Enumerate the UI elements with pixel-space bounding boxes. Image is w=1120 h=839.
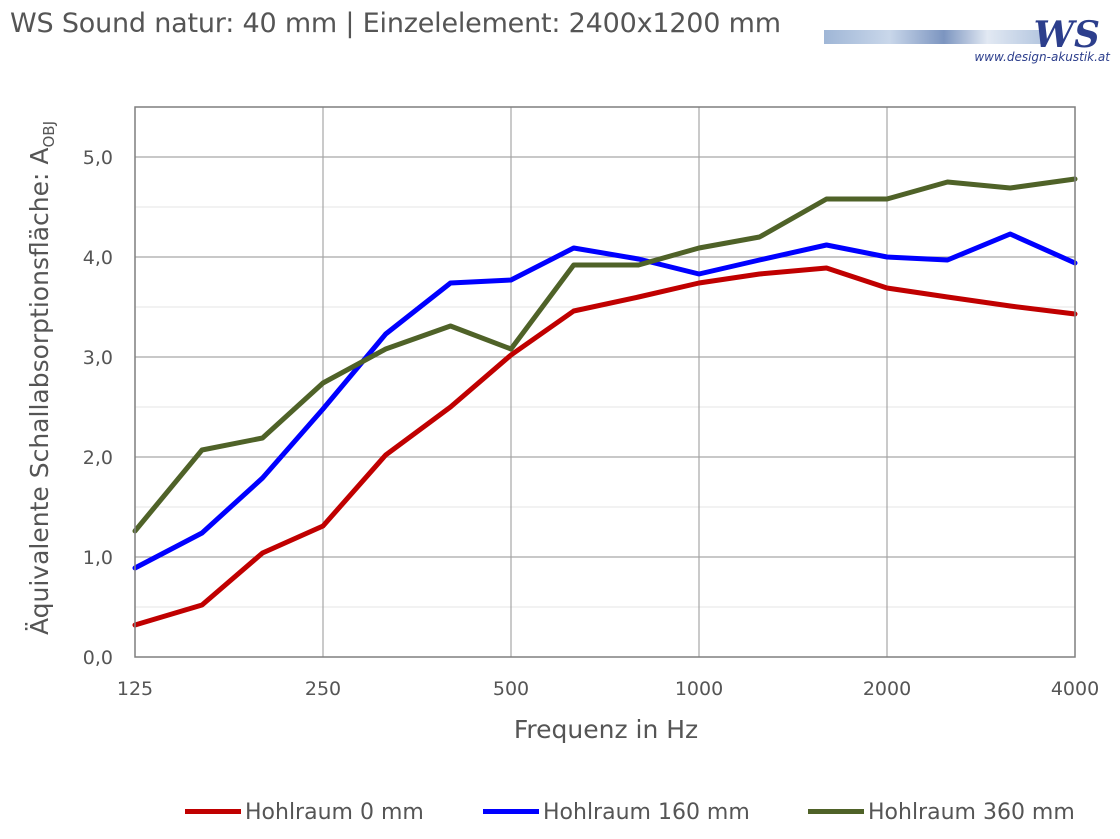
y-axis-label: Äquivalente Schallabsorptionsfläche: AOB… — [25, 121, 58, 635]
x-tick-label: 2000 — [863, 678, 911, 700]
grid — [135, 107, 1075, 657]
y-axis-label-main: Äquivalente Schallabsorptionsfläche: A — [25, 148, 54, 636]
y-tick-label: 2,0 — [83, 447, 113, 469]
logo-mark: WS — [1033, 14, 1100, 56]
logo-url: www.design-akustik.at — [974, 50, 1110, 64]
x-axis-label: Frequenz in Hz — [514, 715, 698, 744]
axes: 0,0 1,0 2,0 3,0 4,0 5,0 125 250 500 1000 2000 4000 — [83, 106, 1099, 700]
x-tick-label: 500 — [493, 678, 529, 700]
legend: Hohlraum 0 mm Hohlraum 160 mm Hohlraum 360… — [0, 800, 1120, 830]
y-tick-label: 5,0 — [83, 147, 113, 169]
x-tick-label: 250 — [305, 678, 341, 700]
legend-swatch — [808, 808, 864, 814]
legend-item: Hohlraum 0 mm — [185, 800, 424, 825]
y-tick-label: 0,0 — [83, 647, 113, 669]
x-tick-label: 125 — [117, 678, 153, 700]
plot-area-frame — [134, 106, 1076, 658]
series-layer — [132, 176, 1078, 628]
logo-banner-strip — [824, 30, 1042, 44]
legend-label: Hohlraum 0 mm — [245, 800, 424, 825]
series-line-2 — [132, 231, 1078, 571]
x-tick-label: 1000 — [675, 678, 723, 700]
brand-logo: WS www.design-akustik.at — [824, 14, 1114, 72]
chart-title: WS Sound natur: 40 mm | Einzelelement: 2… — [10, 8, 781, 39]
legend-label: Hohlraum 160 mm — [543, 800, 750, 825]
x-tick-label: 4000 — [1051, 678, 1099, 700]
y-tick-label: 4,0 — [83, 247, 113, 269]
y-axis-label-subscript: OBJ — [40, 121, 58, 148]
y-tick-label: 1,0 — [83, 547, 113, 569]
legend-label: Hohlraum 360 mm — [868, 800, 1075, 825]
series-line-1 — [132, 265, 1078, 628]
series-line-3 — [132, 176, 1078, 534]
legend-swatch — [185, 808, 241, 814]
legend-swatch — [483, 808, 539, 814]
legend-item: Hohlraum 360 mm — [808, 800, 1075, 825]
y-tick-label: 3,0 — [83, 347, 113, 369]
legend-item: Hohlraum 160 mm — [483, 800, 750, 825]
